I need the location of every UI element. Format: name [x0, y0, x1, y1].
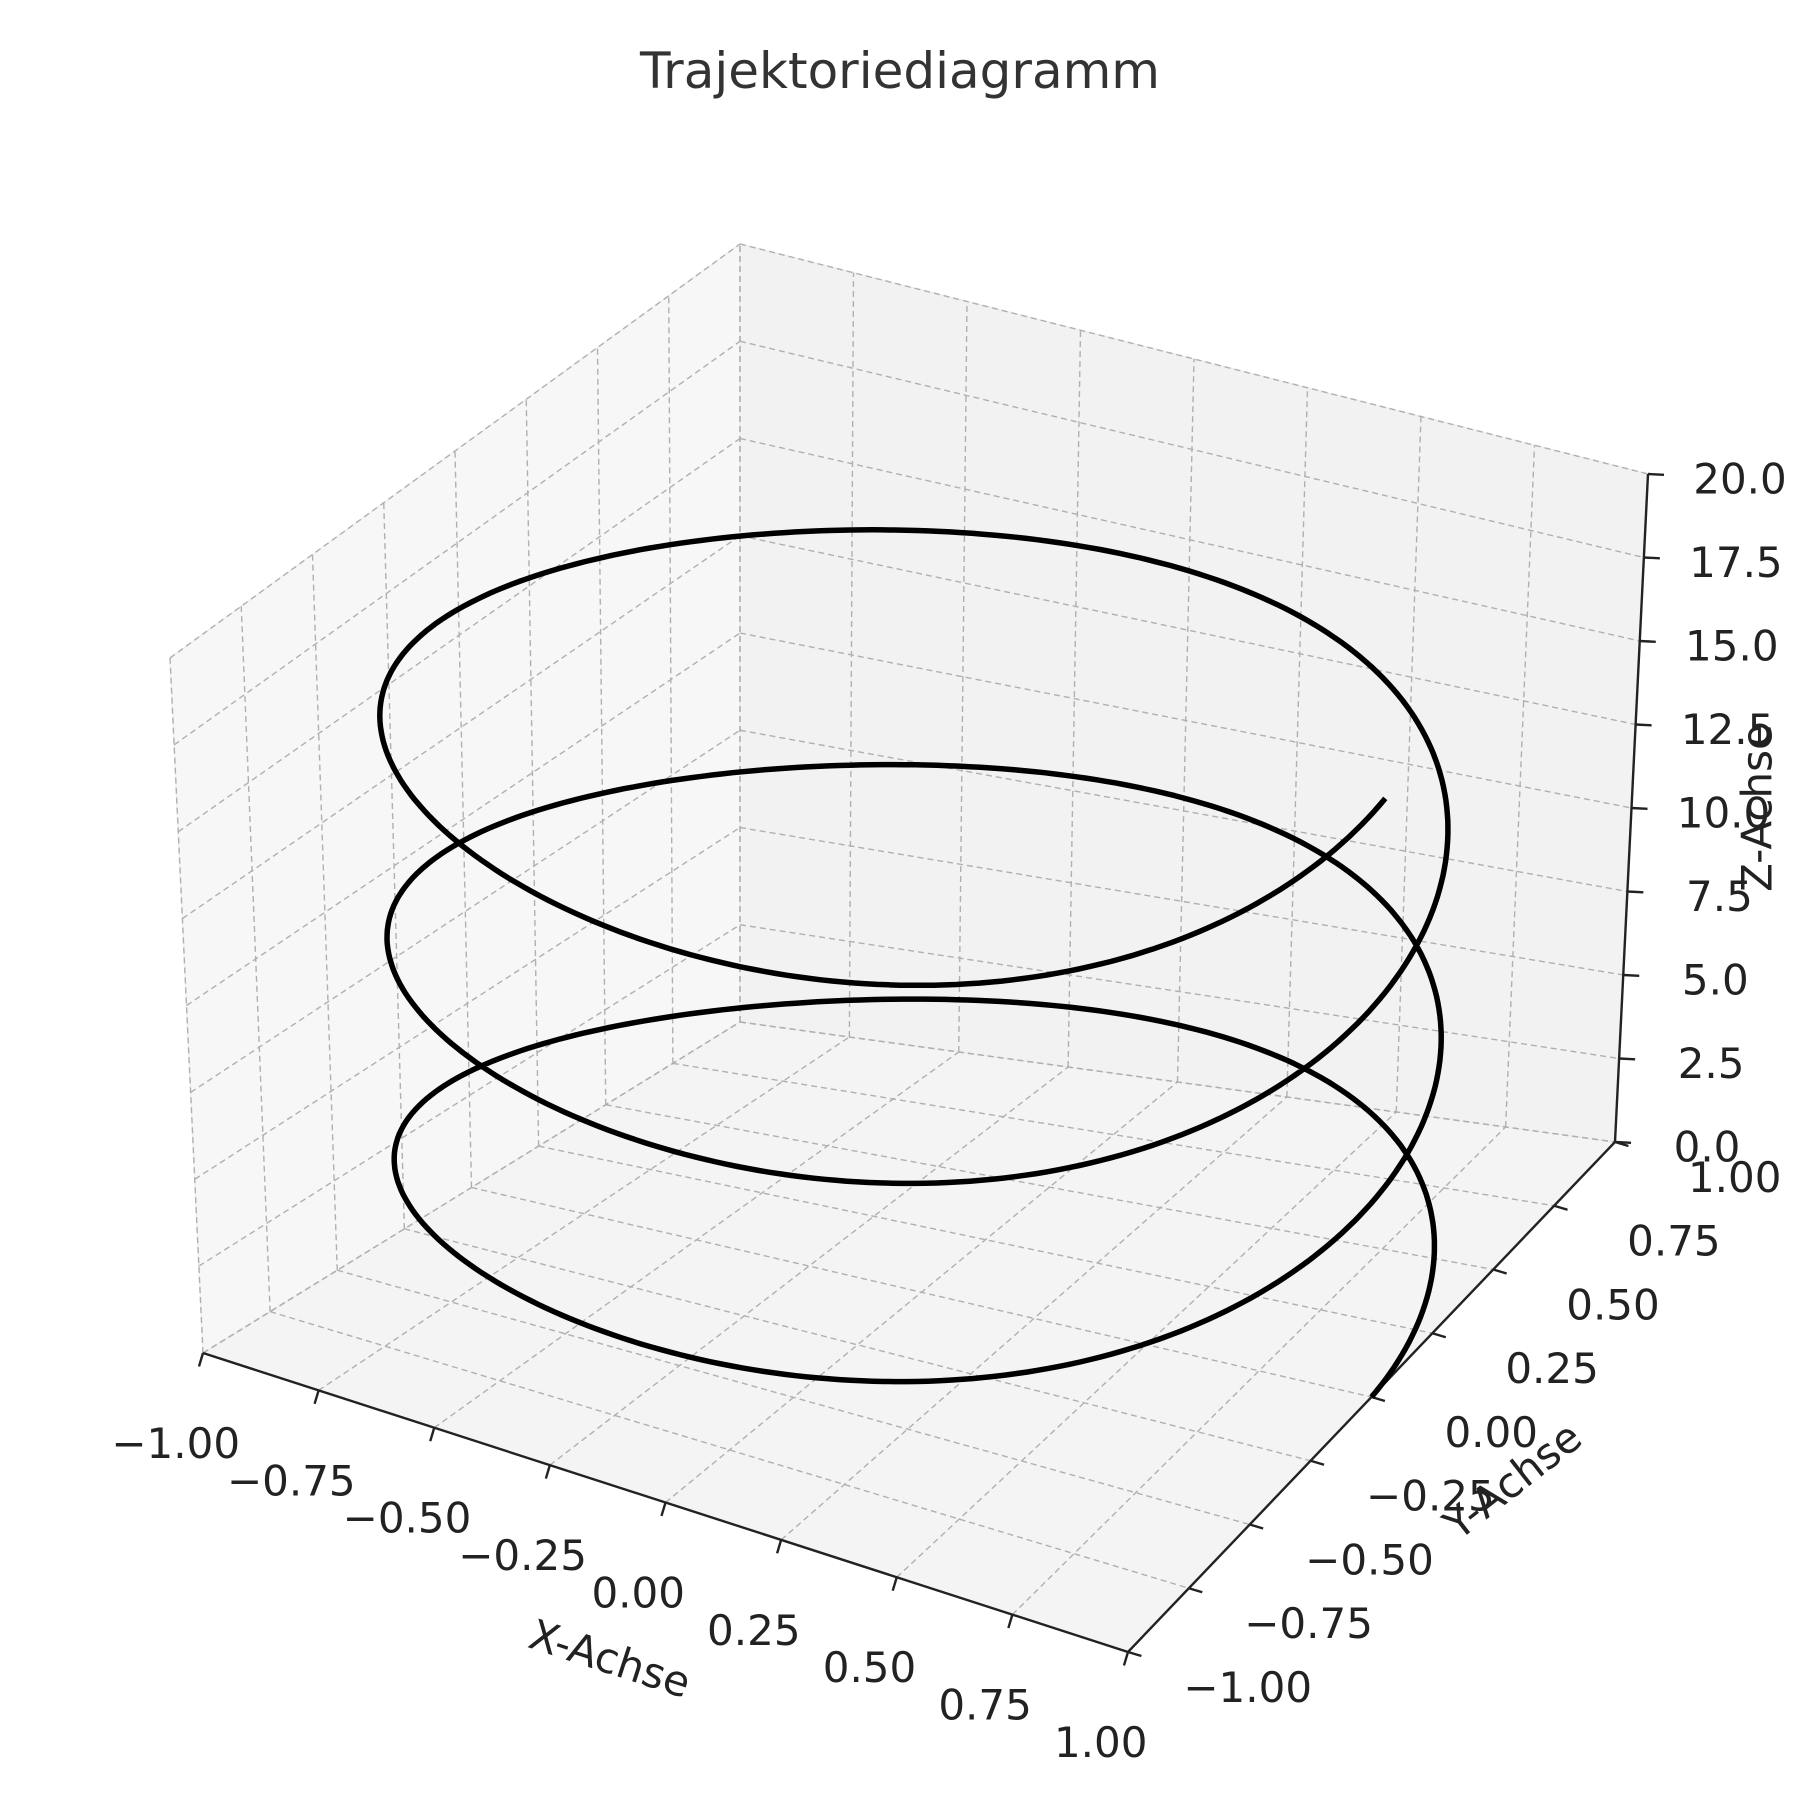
gridline-x-floor [549, 1066, 1069, 1466]
gridline-x-back [1286, 387, 1309, 1098]
y-tick-mark [1127, 1650, 1142, 1658]
z-tick-label: 7.5 [1686, 872, 1753, 921]
gridline-x-floor [1011, 1126, 1507, 1616]
z-tick-label: 12.5 [1681, 705, 1775, 754]
z-axis-ticks: 0.0 2.5 5.0 7.5 10.0 12.5 15.0 17.5 20.0 [1614, 455, 1787, 1172]
y-tick-mark [1310, 1459, 1325, 1466]
gridline-y-left [169, 657, 204, 1354]
y-tick-label: 0.75 [1627, 1217, 1721, 1266]
x-tick-label: −0.50 [343, 1494, 472, 1543]
gridline-z-left [169, 243, 741, 659]
z-tick-mark [1623, 973, 1640, 977]
y-axis-ticks: −1.00 −0.75 −0.50 −0.25 0.00 0.25 0.50 0.75 1.00 [1127, 1140, 1782, 1712]
series-line-1 [377, 527, 1451, 1399]
z-tick-label: 10.0 [1677, 789, 1771, 838]
y-tick-mark [1553, 1204, 1568, 1211]
y-tick-label: 0.25 [1505, 1344, 1599, 1393]
chart-title: Trajektoriediagramm [639, 42, 1160, 100]
x-tick-mark [429, 1427, 436, 1442]
x-tick-label: 0.50 [823, 1643, 917, 1692]
z-tick-label: 20.0 [1693, 455, 1787, 504]
z-tick-mark [1614, 1140, 1632, 1144]
gridline-y-floor [404, 1228, 1311, 1462]
z-tick-label: 17.5 [1689, 538, 1783, 587]
z-tick-mark [1619, 1057, 1636, 1061]
axis-panes [169, 242, 1649, 1653]
z-tick-mark [1627, 890, 1644, 894]
gridline-z-left [177, 437, 741, 833]
gridline-z-left [198, 924, 741, 1267]
x-tick-label: 0.00 [591, 1569, 685, 1618]
gridline-x-back [1395, 416, 1422, 1113]
x-tick-mark [197, 1352, 205, 1367]
x-tick-mark [313, 1390, 320, 1405]
gridline-z-left [173, 340, 741, 746]
z-tick-mark [1643, 556, 1660, 560]
z-axis-label: Z-Achse [1733, 724, 1782, 892]
y-tick-mark [1492, 1268, 1508, 1275]
y-tick-label: 0.50 [1566, 1280, 1660, 1329]
y-tick-mark [1249, 1523, 1264, 1530]
gridline-z-back [739, 243, 1649, 475]
x-tick-label: 0.25 [707, 1606, 801, 1655]
x-axis-label: X-Achse [523, 1610, 696, 1708]
gridline-z-back [739, 535, 1636, 726]
z-tick-mark [1635, 723, 1652, 727]
x-tick-mark [544, 1464, 552, 1479]
y-tick-mark [1432, 1332, 1447, 1339]
y-tick-label: −0.25 [1366, 1472, 1495, 1521]
y-tick-label: −0.75 [1244, 1599, 1373, 1648]
y-tick-label: 0.00 [1444, 1408, 1538, 1457]
gridline-y-floor [538, 1145, 1433, 1334]
gridline-y-floor [739, 1021, 1616, 1143]
gridline-x-floor [780, 1096, 1288, 1541]
gridline-y-left [525, 399, 540, 1147]
x-tick-mark [660, 1502, 667, 1517]
x-tick-label: 0.75 [938, 1681, 1032, 1730]
gridline-y-floor [605, 1104, 1494, 1271]
gridline-y-left [454, 450, 473, 1188]
z-tick-label: 15.0 [1685, 622, 1779, 671]
gridline-z-back [739, 340, 1645, 559]
gridline-y-left [668, 295, 674, 1064]
x-tick-mark [1122, 1651, 1130, 1666]
x-tick-mark [775, 1539, 783, 1554]
x-tick-label: −1.00 [111, 1419, 240, 1468]
x-tick-label: 1.00 [1054, 1718, 1148, 1767]
z-tick-mark [1647, 472, 1665, 476]
x-tick-mark [1007, 1614, 1014, 1629]
gridline-z-back [739, 437, 1640, 642]
y-tick-label: 1.00 [1688, 1153, 1782, 1202]
x-axis-ticks: −1.00−0.75−0.50−0.250.00 0.25 0.50 0.75 1.00 [111, 1352, 1148, 1767]
x-tick-label: −0.25 [458, 1531, 587, 1580]
x-tick-mark [891, 1576, 898, 1592]
gridline-y-floor [471, 1186, 1372, 1398]
gridline-x-back [1504, 445, 1536, 1128]
gridline-z-left [186, 632, 741, 1007]
gridline-y-floor [672, 1062, 1555, 1207]
z-tick-label: 0.0 [1674, 1123, 1741, 1172]
series-group [377, 527, 1451, 1399]
gridline-x-back [958, 301, 968, 1053]
x-tick-label: −0.75 [227, 1456, 356, 1505]
y-tick-label: −1.00 [1183, 1663, 1312, 1712]
y-tick-mark [1188, 1587, 1203, 1594]
y-tick-label: −0.50 [1305, 1535, 1434, 1584]
gridline-z-back [739, 632, 1632, 809]
gridline-x-floor [318, 1036, 850, 1391]
z-tick-label: 5.0 [1682, 956, 1749, 1005]
z-tick-mark [1639, 639, 1656, 643]
z-tick-label: 2.5 [1678, 1039, 1745, 1088]
z-tick-mark [1631, 806, 1648, 810]
gridline-y-left [596, 347, 607, 1105]
gridline-z-left [181, 535, 741, 920]
gridline-x-back [1067, 330, 1082, 1068]
